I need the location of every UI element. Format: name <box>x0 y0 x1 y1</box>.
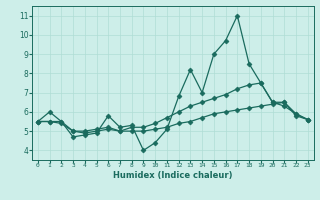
X-axis label: Humidex (Indice chaleur): Humidex (Indice chaleur) <box>113 171 233 180</box>
